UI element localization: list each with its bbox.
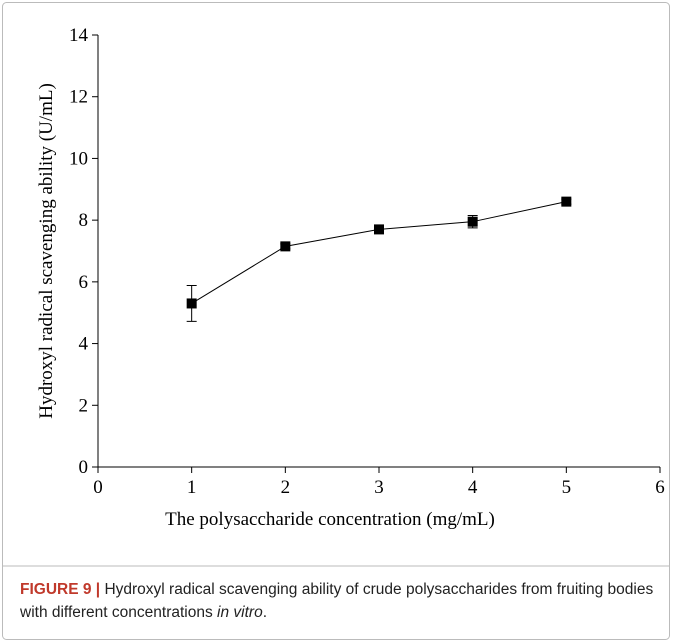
caption-text: Hydroxyl radical scavenging ability of c… — [20, 581, 654, 621]
series-line — [191, 201, 567, 304]
caption-label: FIGURE 9 | — [20, 581, 101, 598]
y-tick-label: 14 — [69, 25, 89, 46]
y-tick-label: 6 — [79, 272, 89, 293]
y-tick-label: 8 — [79, 210, 89, 231]
marker — [186, 298, 197, 309]
y-tick-label: 12 — [69, 87, 88, 108]
y-tick-label: 4 — [79, 334, 89, 355]
caption-end: . — [262, 604, 267, 621]
y-tick-label: 10 — [69, 148, 88, 169]
x-tick-label: 0 — [93, 477, 103, 498]
y-tick-label: 2 — [79, 395, 89, 416]
marker — [467, 216, 478, 227]
y-tick-label: 0 — [79, 457, 89, 478]
x-tick-label: 5 — [562, 477, 572, 498]
x-tick-label: 2 — [281, 477, 291, 498]
x-tick-label: 1 — [187, 477, 197, 498]
x-axis-label: The polysaccharide concentration (mg/mL) — [165, 509, 495, 530]
x-tick-label: 3 — [374, 477, 384, 498]
caption: FIGURE 9 | Hydroxyl radical scavenging a… — [20, 578, 655, 624]
y-axis-label: Hydroxyl radical scavenging ability (U/m… — [36, 83, 57, 419]
x-tick-label: 6 — [655, 477, 665, 498]
marker — [280, 241, 291, 252]
marker — [374, 224, 384, 235]
x-tick-label: 4 — [468, 477, 478, 498]
caption-emphasis: in vitro — [217, 604, 263, 621]
marker — [561, 196, 572, 207]
